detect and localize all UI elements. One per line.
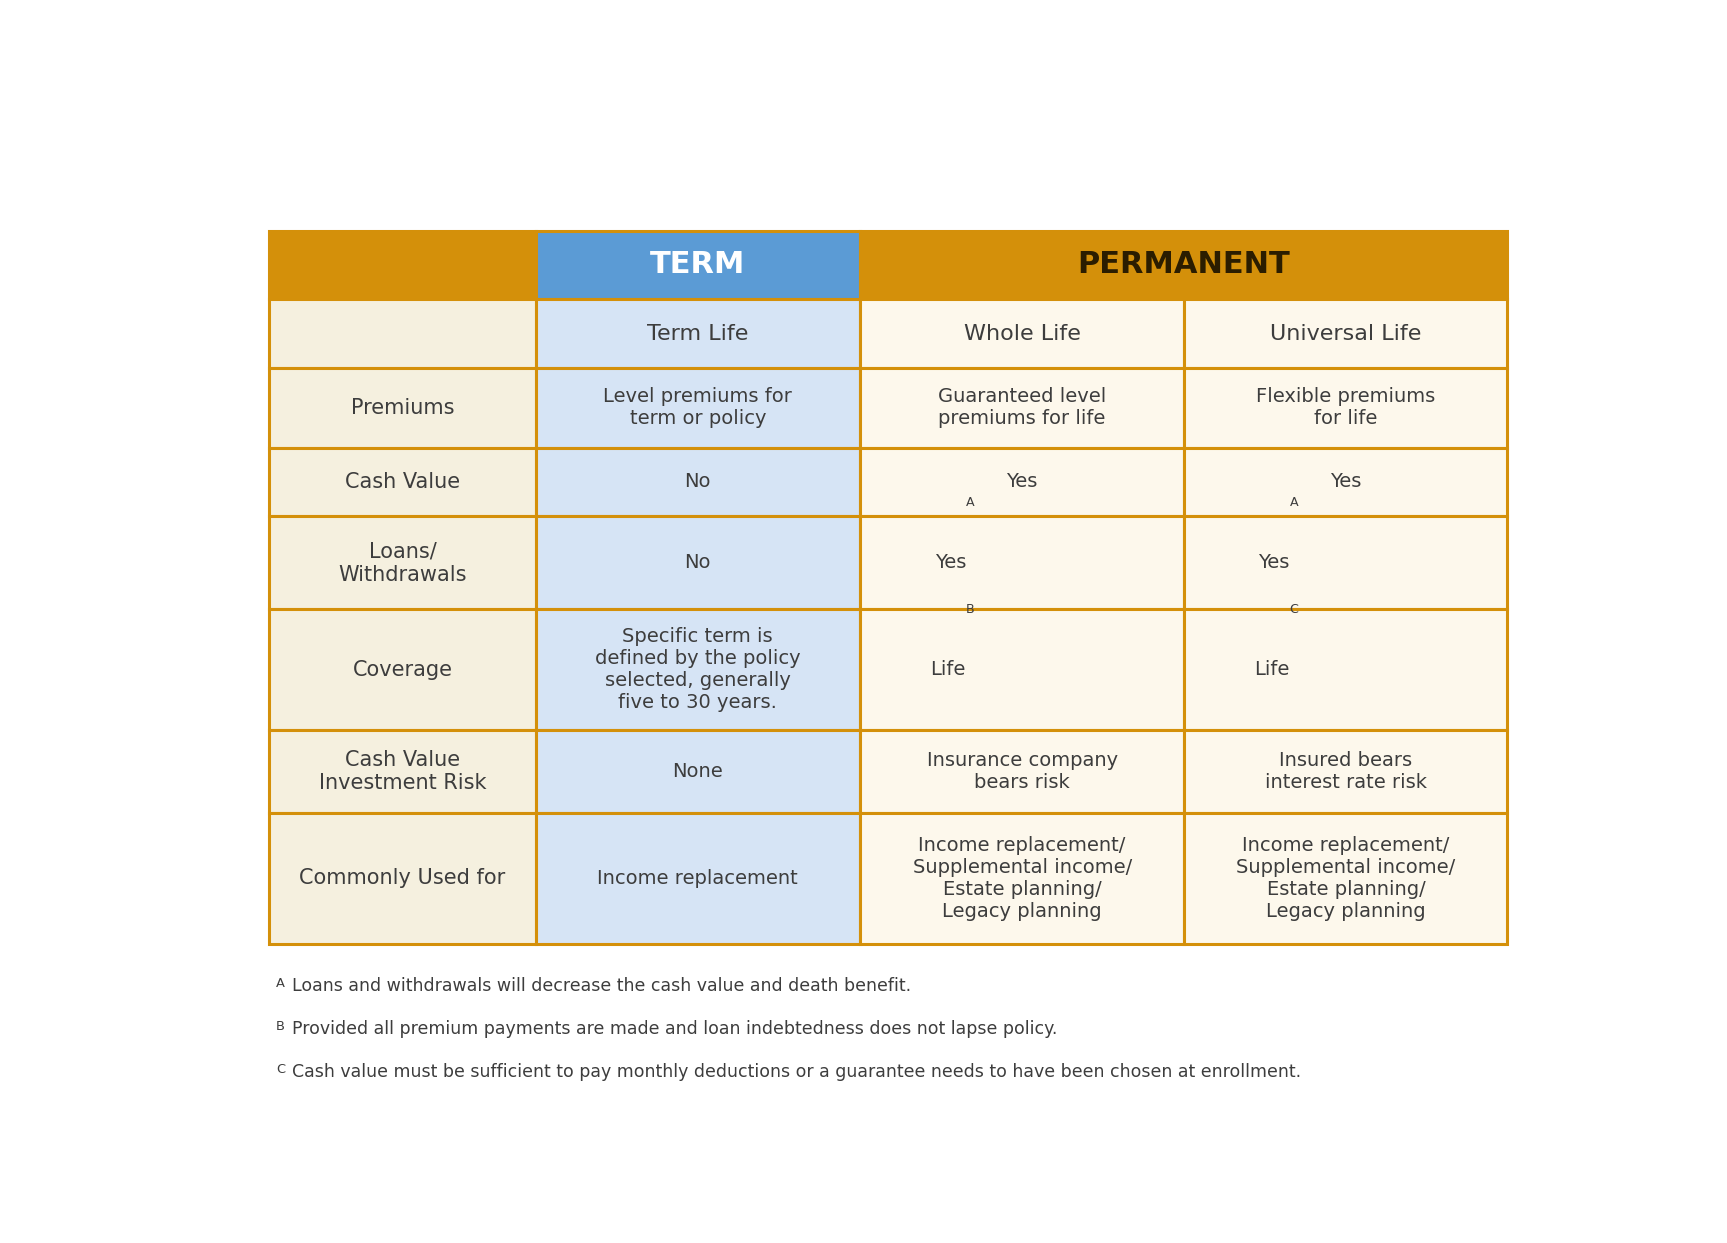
Bar (860, 300, 1185, 368)
Bar (535, 447, 860, 516)
Text: B: B (276, 1021, 285, 1033)
Bar (535, 300, 860, 368)
Text: Cash Value
Investment Risk: Cash Value Investment Risk (319, 750, 487, 793)
Text: Coverage: Coverage (352, 660, 452, 680)
Bar (1185, 447, 1508, 516)
Bar (269, 447, 535, 516)
Bar (860, 730, 1185, 813)
Bar (1185, 516, 1508, 609)
Text: Insurance company
bears risk: Insurance company bears risk (927, 751, 1117, 792)
Text: Term Life: Term Life (648, 324, 748, 344)
Text: Yes: Yes (934, 553, 965, 573)
Text: No: No (684, 553, 712, 573)
Text: Income replacement/
Supplemental income/
Estate planning/
Legacy planning: Income replacement/ Supplemental income/… (1237, 835, 1456, 921)
Text: TERM: TERM (649, 250, 746, 280)
Text: PERMANENT: PERMANENT (1078, 250, 1290, 280)
Text: Income replacement/
Supplemental income/
Estate planning/
Legacy planning: Income replacement/ Supplemental income/… (912, 835, 1131, 921)
Text: Universal Life: Universal Life (1269, 324, 1421, 344)
Bar (269, 813, 535, 943)
Text: Guaranteed level
premiums for life: Guaranteed level premiums for life (938, 388, 1107, 429)
Bar (269, 230, 535, 300)
Text: Yes: Yes (1259, 553, 1290, 573)
Text: Specific term is
defined by the policy
selected, generally
five to 30 years.: Specific term is defined by the policy s… (596, 628, 801, 712)
Bar (269, 300, 535, 368)
Text: Life: Life (1254, 660, 1290, 679)
Bar (535, 368, 860, 447)
Text: Loans/
Withdrawals: Loans/ Withdrawals (338, 541, 466, 584)
Bar (1185, 730, 1508, 813)
Text: Premiums: Premiums (351, 398, 454, 418)
Bar (1185, 609, 1508, 730)
Bar (269, 609, 535, 730)
Bar (535, 230, 860, 300)
Bar (860, 609, 1185, 730)
Bar (535, 609, 860, 730)
Bar (860, 447, 1185, 516)
Bar (860, 368, 1185, 447)
Text: Loans and withdrawals will decrease the cash value and death benefit.: Loans and withdrawals will decrease the … (292, 977, 912, 996)
Bar (535, 516, 860, 609)
Text: No: No (684, 472, 712, 491)
Bar (1185, 368, 1508, 447)
Text: Insured bears
interest rate risk: Insured bears interest rate risk (1264, 751, 1427, 792)
Text: C: C (1290, 603, 1299, 617)
Bar (535, 730, 860, 813)
Text: None: None (672, 762, 724, 781)
Text: Provided all premium payments are made and loan indebtedness does not lapse poli: Provided all premium payments are made a… (292, 1021, 1057, 1038)
Text: Yes: Yes (1007, 472, 1038, 491)
Bar (535, 813, 860, 943)
Text: B: B (965, 603, 974, 617)
Text: C: C (276, 1063, 285, 1076)
Bar (1185, 300, 1508, 368)
Bar (860, 813, 1185, 943)
Text: Cash Value: Cash Value (345, 472, 459, 492)
Text: Commonly Used for: Commonly Used for (299, 868, 506, 888)
Text: A: A (965, 496, 974, 510)
Bar (1185, 813, 1508, 943)
Text: A: A (276, 977, 285, 991)
Bar (269, 730, 535, 813)
Bar (860, 516, 1185, 609)
Text: Flexible premiums
for life: Flexible premiums for life (1256, 388, 1435, 429)
Text: Life: Life (931, 660, 965, 679)
Bar (269, 516, 535, 609)
Bar (269, 368, 535, 447)
Text: Yes: Yes (1330, 472, 1361, 491)
Bar (860, 230, 1508, 300)
Text: Level premiums for
term or policy: Level premiums for term or policy (603, 388, 793, 429)
Text: Whole Life: Whole Life (964, 324, 1081, 344)
Text: Cash value must be sufficient to pay monthly deductions or a guarantee needs to : Cash value must be sufficient to pay mon… (292, 1063, 1300, 1081)
Text: A: A (1290, 496, 1299, 510)
Text: Income replacement: Income replacement (598, 869, 798, 888)
